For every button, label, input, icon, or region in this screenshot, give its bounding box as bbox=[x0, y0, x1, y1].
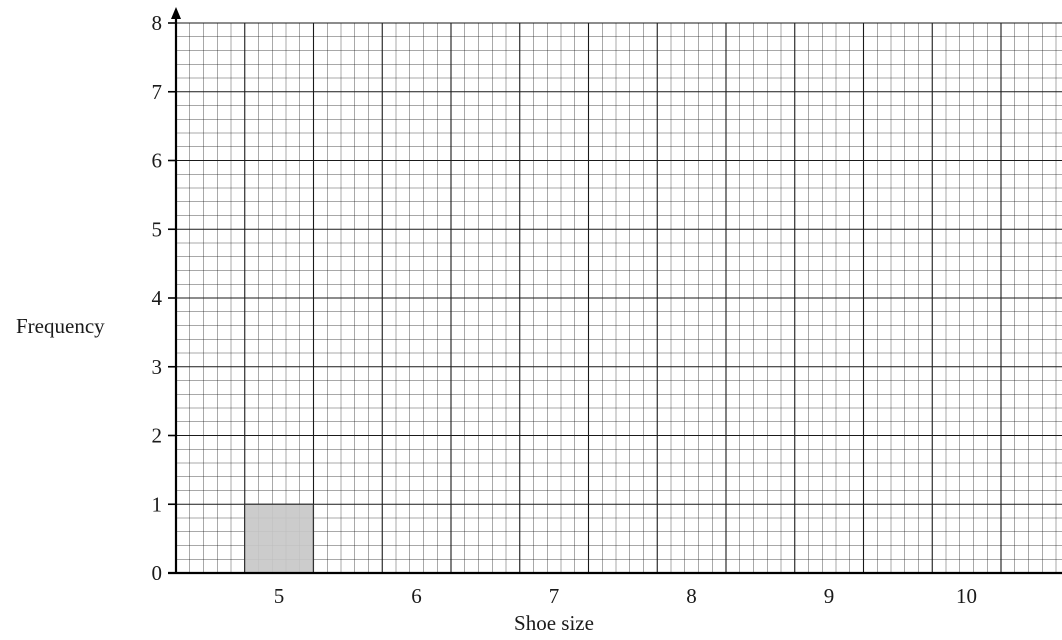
bars-group bbox=[244, 503, 314, 574]
x-tick-label: 7 bbox=[549, 584, 560, 608]
bar-shoe-size-5 bbox=[244, 503, 314, 574]
y-tick-label: 0 bbox=[152, 561, 163, 585]
x-tick-label: 9 bbox=[824, 584, 835, 608]
x-tick-label: 8 bbox=[686, 584, 697, 608]
y-axis-arrowhead bbox=[171, 7, 181, 19]
axes-group bbox=[168, 7, 1062, 575]
y-axis-title: Frequency bbox=[16, 314, 105, 338]
grid-major-lines bbox=[176, 22, 1062, 573]
y-tick-label: 1 bbox=[152, 492, 163, 516]
x-axis-title: Shoe size bbox=[514, 611, 594, 635]
y-tick-label: 3 bbox=[152, 355, 163, 379]
y-tick-label: 2 bbox=[152, 424, 163, 448]
y-tick-label: 8 bbox=[152, 11, 163, 35]
x-tick-label: 5 bbox=[274, 584, 285, 608]
y-tick-label: 4 bbox=[152, 286, 163, 310]
y-tick-label: 7 bbox=[152, 80, 163, 104]
y-tick-label: 6 bbox=[152, 149, 163, 173]
x-tick-labels: 5 6 7 8 9 10 bbox=[274, 584, 977, 608]
x-tick-label: 6 bbox=[411, 584, 422, 608]
y-tick-label: 5 bbox=[152, 217, 163, 241]
y-tick-labels: 0 1 2 3 4 5 6 7 8 bbox=[152, 11, 163, 585]
x-tick-label: 10 bbox=[956, 584, 977, 608]
